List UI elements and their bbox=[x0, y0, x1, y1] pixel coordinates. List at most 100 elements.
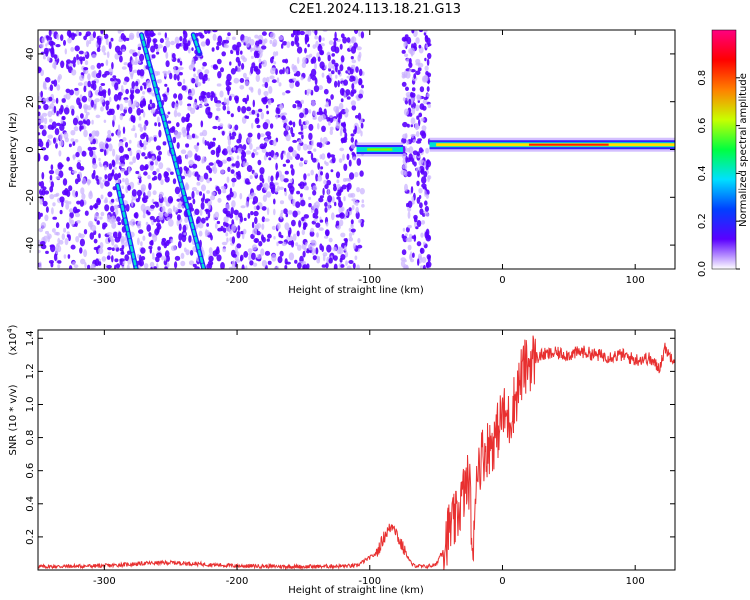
spectrogram-cell bbox=[360, 221, 364, 228]
spectrogram-cell bbox=[167, 196, 174, 204]
spectrogram-cell bbox=[408, 69, 412, 73]
spectrogram-cell bbox=[272, 39, 278, 47]
spectrogram-cell bbox=[252, 99, 255, 108]
spectrogram-cell bbox=[337, 80, 341, 88]
spectrogram-cell bbox=[146, 134, 149, 143]
spectrogram-cell bbox=[203, 98, 208, 105]
spectrogram-cell bbox=[329, 126, 334, 131]
spectrogram-cell bbox=[228, 95, 232, 101]
spectrogram-cell bbox=[249, 175, 253, 180]
spectrogram-cell bbox=[265, 104, 269, 109]
spectrogram-cell bbox=[302, 143, 308, 151]
spectrogram-cell bbox=[123, 62, 128, 66]
spectrogram-cell bbox=[418, 112, 423, 118]
spectrogram-cell bbox=[332, 246, 338, 252]
spectrogram-cell bbox=[147, 190, 152, 198]
spectrogram-cell bbox=[231, 177, 237, 183]
spectrogram-cell bbox=[270, 67, 276, 75]
spectrogram-cell bbox=[233, 173, 237, 177]
spectrogram-cell bbox=[139, 126, 144, 133]
spectrogram-cell bbox=[130, 74, 134, 80]
spectrogram-cell bbox=[416, 151, 420, 157]
spectrogram-cell bbox=[415, 226, 419, 230]
spectrogram-cell bbox=[403, 37, 408, 43]
spectrogram-cell bbox=[66, 234, 70, 238]
spectrogram-cell bbox=[261, 97, 266, 103]
spectrogram-cell bbox=[257, 132, 261, 140]
spectrogram-cell bbox=[343, 127, 347, 134]
spectrogram-cell bbox=[321, 264, 327, 268]
spectrogram-cell bbox=[266, 238, 270, 242]
spectrogram-cell bbox=[73, 126, 79, 132]
spectrogram-cell bbox=[68, 166, 73, 171]
spectrogram-cell bbox=[38, 66, 42, 74]
spectrogram-cell bbox=[196, 181, 201, 186]
spectrogram-cell bbox=[207, 260, 214, 266]
spectrogram-cell bbox=[167, 208, 173, 215]
spectrogram-cell bbox=[321, 72, 325, 78]
spectrogram-cell bbox=[420, 247, 423, 254]
spectrogram-cell bbox=[339, 219, 344, 227]
spectrogram-cell bbox=[230, 68, 236, 75]
spectrogram-cell bbox=[140, 85, 143, 91]
spectrogram-cell bbox=[234, 95, 239, 102]
spectrogram-cell bbox=[328, 61, 333, 70]
spectrogram-cell bbox=[401, 249, 407, 256]
spectrogram-cell bbox=[169, 72, 173, 80]
spectrogram-cell bbox=[226, 156, 232, 162]
spectrogram-cell bbox=[251, 244, 258, 251]
spectrogram-cell bbox=[325, 221, 329, 227]
spectrogram-cell bbox=[77, 145, 83, 154]
spectrogram-cell bbox=[212, 64, 218, 69]
spectrogram-cell bbox=[174, 36, 180, 45]
spectrogram-cell bbox=[338, 246, 344, 255]
spectrogram-cell bbox=[79, 233, 85, 239]
spectrogram-cell bbox=[162, 45, 167, 53]
spectrogram-cell bbox=[312, 110, 317, 116]
spectrogram-x-tick-label: -300 bbox=[93, 275, 116, 286]
spectrogram-cell bbox=[56, 33, 60, 41]
spectrogram-cell bbox=[424, 213, 430, 217]
spectrogram-cell bbox=[91, 224, 97, 232]
spectrogram-cell bbox=[171, 245, 177, 252]
spectrogram-cell bbox=[45, 35, 50, 39]
spectrogram-cell bbox=[427, 175, 432, 180]
spectrogram-cell bbox=[284, 222, 290, 231]
spectrogram-cell bbox=[270, 175, 274, 182]
spectrogram-cell bbox=[279, 186, 285, 190]
spectrogram-cell bbox=[137, 237, 140, 246]
spectrogram-cell bbox=[222, 149, 226, 155]
spectrogram-cell bbox=[317, 115, 323, 122]
spectrogram-cell bbox=[147, 211, 151, 216]
spectrogram-cell bbox=[423, 160, 427, 169]
spectrogram-cell bbox=[406, 147, 411, 153]
spectrogram-cell bbox=[148, 182, 152, 191]
spectrogram-cell bbox=[426, 58, 430, 66]
spectrogram-cell bbox=[214, 223, 218, 229]
spectrogram-cell bbox=[88, 39, 92, 45]
spectrogram-cell bbox=[343, 91, 347, 99]
spectrogram-cell bbox=[421, 75, 428, 83]
spectrogram-cell bbox=[53, 137, 56, 144]
spectrogram-cell bbox=[144, 156, 148, 160]
spectrogram-cell bbox=[219, 123, 224, 127]
spectrogram-cell bbox=[99, 176, 102, 185]
spectrogram-cell bbox=[178, 223, 182, 231]
spectrogram-cell bbox=[204, 69, 210, 75]
spectrogram-cell bbox=[298, 139, 303, 144]
spectrogram-cell bbox=[302, 250, 306, 258]
spectrogram-cell bbox=[331, 156, 336, 164]
spectrogram-cell bbox=[299, 30, 306, 36]
spectrogram-x-axis-title: Height of straight line (km) bbox=[288, 285, 424, 296]
spectrogram-cell bbox=[176, 74, 180, 81]
spectrogram-cell bbox=[349, 75, 355, 79]
spectrogram-cell bbox=[195, 189, 200, 195]
spectrogram-cell bbox=[120, 238, 125, 246]
spectrogram-cell bbox=[360, 122, 364, 129]
spectrogram-cell bbox=[170, 40, 176, 46]
spectrogram-cell bbox=[275, 68, 278, 75]
spectrogram-cell bbox=[311, 75, 317, 81]
spectrogram-cell bbox=[74, 178, 79, 185]
spectrogram-cell bbox=[262, 77, 267, 84]
spectrogram-cell bbox=[403, 108, 409, 116]
